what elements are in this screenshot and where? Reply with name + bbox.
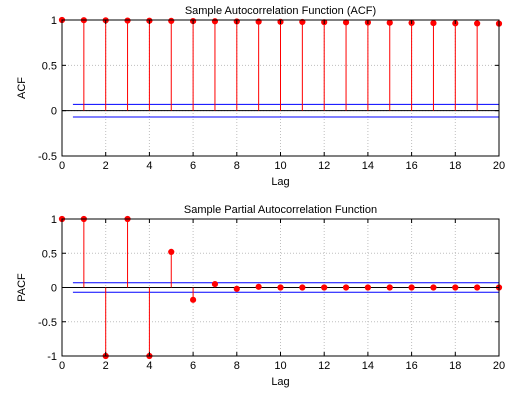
stem-marker bbox=[190, 296, 197, 303]
y-tick-label: -0.5 bbox=[38, 317, 57, 329]
y-tick-label: 0.5 bbox=[42, 60, 57, 72]
y-tick-label: -0.5 bbox=[38, 151, 57, 163]
x-tick-label: 6 bbox=[190, 360, 196, 372]
stem-marker bbox=[364, 284, 371, 291]
x-tick-label: 0 bbox=[59, 160, 65, 172]
x-tick-label: 16 bbox=[405, 360, 417, 372]
stem-marker bbox=[408, 284, 415, 291]
x-tick-label: 2 bbox=[103, 360, 109, 372]
y-tick-label: 1 bbox=[51, 15, 57, 27]
stem-marker bbox=[386, 19, 393, 26]
y-tick-label: 1 bbox=[51, 214, 57, 226]
x-tick-label: 10 bbox=[274, 160, 286, 172]
x-tick-label: 10 bbox=[274, 360, 286, 372]
x-tick-label: 14 bbox=[362, 360, 374, 372]
x-tick-label: 4 bbox=[146, 360, 152, 372]
chart-title: Sample Autocorrelation Function (ACF) bbox=[185, 5, 376, 17]
x-axis-label: Lag bbox=[271, 376, 289, 388]
y-tick-label: 0.5 bbox=[42, 248, 57, 260]
stem-marker bbox=[299, 284, 306, 291]
x-tick-label: 14 bbox=[362, 160, 374, 172]
y-tick-label: 0 bbox=[51, 106, 57, 118]
x-tick-label: 18 bbox=[449, 160, 461, 172]
stem-marker bbox=[277, 284, 284, 291]
stem-marker bbox=[211, 18, 219, 25]
x-axis-label: Lag bbox=[271, 176, 289, 188]
stem-marker bbox=[299, 18, 306, 26]
stem-marker bbox=[474, 284, 481, 291]
y-axis-label: ACF bbox=[16, 77, 28, 99]
x-tick-label: 20 bbox=[493, 360, 505, 372]
stem-marker bbox=[124, 17, 131, 24]
stem-marker bbox=[452, 284, 459, 291]
x-tick-label: 2 bbox=[103, 160, 109, 172]
stem-marker bbox=[321, 284, 328, 291]
stem-marker bbox=[342, 19, 350, 26]
stem-marker bbox=[386, 284, 393, 291]
y-tick-label: 0 bbox=[51, 283, 57, 295]
x-tick-label: 4 bbox=[146, 160, 152, 172]
x-tick-label: 12 bbox=[318, 160, 330, 172]
x-tick-label: 16 bbox=[405, 160, 417, 172]
stem-marker bbox=[430, 19, 437, 27]
x-tick-label: 8 bbox=[234, 160, 240, 172]
chart-title: Sample Partial Autocorrelation Function bbox=[184, 204, 377, 216]
x-tick-label: 6 bbox=[190, 160, 196, 172]
stem-marker bbox=[233, 285, 240, 292]
x-tick-label: 12 bbox=[318, 360, 330, 372]
stem-marker bbox=[255, 283, 262, 290]
x-tick-label: 20 bbox=[493, 160, 505, 172]
y-tick-label: -1 bbox=[47, 351, 57, 363]
stem-marker bbox=[168, 248, 175, 255]
stem-marker bbox=[211, 280, 219, 288]
pacf-panel: 0 2 4 6 8 10 12 14 16 18 20 -1 -0.5 0 0.5 1 Sample Parti… bbox=[16, 204, 505, 388]
y-axis-label: PACF bbox=[16, 273, 28, 302]
x-tick-label: 0 bbox=[59, 360, 65, 372]
stem-marker bbox=[342, 284, 350, 291]
x-tick-label: 8 bbox=[234, 360, 240, 372]
x-tick-label: 18 bbox=[449, 360, 461, 372]
stem-marker bbox=[430, 284, 437, 291]
stem-marker bbox=[168, 17, 175, 25]
stem-marker bbox=[474, 20, 481, 27]
